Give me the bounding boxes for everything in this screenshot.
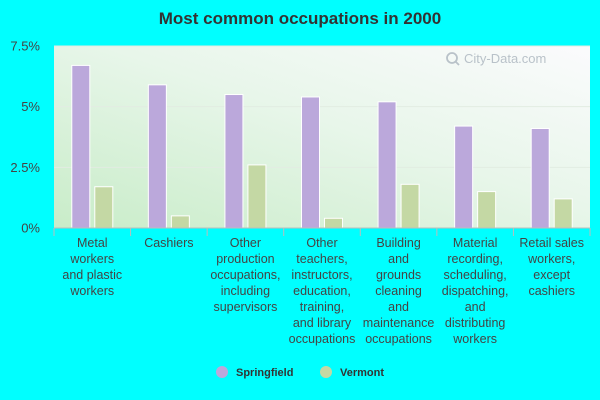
bar-vermont xyxy=(400,183,420,229)
legend-swatch xyxy=(320,366,332,378)
bar-vermont xyxy=(94,186,114,229)
bar-springfield xyxy=(530,128,550,229)
watermark-search-icon xyxy=(446,52,458,64)
watermark: City-Data.com xyxy=(446,51,546,66)
bar-springfield xyxy=(454,125,474,229)
chart-title: Most common occupations in 2000 xyxy=(159,9,441,28)
legend-label: Vermont xyxy=(340,367,384,379)
x-tick-label: Material recording, scheduling, dispatching… xyxy=(442,236,509,346)
bars xyxy=(71,64,573,229)
y-tick-label: 7.5% xyxy=(10,39,40,54)
plot-area xyxy=(54,46,590,228)
bar-vermont xyxy=(324,217,343,229)
bar-springfield xyxy=(377,101,397,229)
bar-springfield xyxy=(301,96,320,229)
bar-springfield xyxy=(71,64,91,229)
y-tick-label: 0% xyxy=(21,221,40,236)
x-axis-labels: Metal workers and plastic workers Cashiers Ot… xyxy=(62,236,584,346)
legend-swatch xyxy=(216,366,228,378)
bar-vermont xyxy=(170,215,190,229)
x-axis-separators xyxy=(53,228,591,236)
watermark-search-icon-handle xyxy=(454,60,460,66)
y-tick-label: 2.5% xyxy=(10,160,40,175)
x-tick-label: Cashiers xyxy=(144,236,193,250)
watermark-text: City-Data.com xyxy=(464,51,546,66)
x-tick-label: Metal workers and plastic workers xyxy=(62,236,122,298)
bar-vermont xyxy=(477,191,497,229)
x-tick-label: Retail sales workers, except cashiers xyxy=(519,236,584,298)
y-axis-ticks: 0% 2.5% 5% 7.5% xyxy=(10,39,40,236)
y-tick-label: 5% xyxy=(21,99,40,114)
bar-vermont xyxy=(247,164,267,229)
x-tick-label: Building and grounds cleaning and maintenance… xyxy=(363,236,435,346)
x-tick-label: Other teachers, instructors, education, trai… xyxy=(289,236,356,346)
grid-lines xyxy=(54,45,590,168)
x-tick-label: Other production occupations, including supe… xyxy=(210,236,280,314)
bar-springfield xyxy=(224,94,244,229)
legend: Springfield Vermont xyxy=(216,366,384,379)
bar-vermont xyxy=(553,198,573,229)
bar-springfield xyxy=(147,84,167,229)
legend-label: Springfield xyxy=(236,367,293,379)
